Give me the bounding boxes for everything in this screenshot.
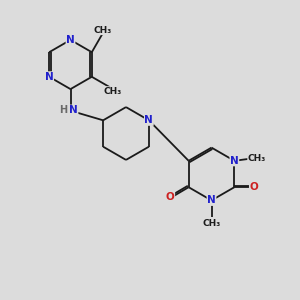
Text: H: H bbox=[59, 105, 67, 115]
Text: CH₃: CH₃ bbox=[93, 26, 111, 34]
Text: CH₃: CH₃ bbox=[248, 154, 266, 163]
Text: N: N bbox=[45, 72, 54, 82]
Text: N: N bbox=[69, 105, 78, 115]
Text: O: O bbox=[250, 182, 258, 192]
Text: CH₃: CH₃ bbox=[103, 87, 122, 96]
Text: N: N bbox=[145, 115, 153, 125]
Text: N: N bbox=[207, 195, 216, 206]
Text: O: O bbox=[166, 192, 175, 202]
Text: N: N bbox=[66, 35, 75, 45]
Text: N: N bbox=[230, 156, 239, 166]
Text: CH₃: CH₃ bbox=[202, 219, 220, 228]
